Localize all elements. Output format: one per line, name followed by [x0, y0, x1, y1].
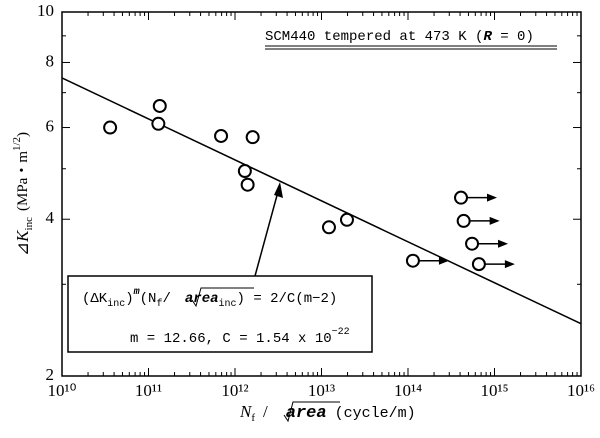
data-point: [339, 212, 354, 227]
y-label-text: ⊿: [13, 242, 32, 256]
runout-arrow-head: [489, 216, 500, 225]
eq-text: /: [162, 291, 170, 307]
annotation-text: R: [483, 29, 492, 45]
y-label-text: 1/2: [11, 137, 23, 151]
x-axis-label: Nf / area (cycle/m): [239, 402, 416, 424]
data-point: [321, 220, 336, 235]
x-label-text: N: [239, 402, 253, 421]
eq-text: (ΔK: [82, 291, 108, 307]
sqrt-sign: [283, 401, 340, 423]
eq-text: −22: [332, 327, 350, 338]
y-tick-label: 4: [46, 208, 55, 227]
y-tick-label: 2: [46, 365, 55, 384]
data-point: [245, 130, 260, 145]
y-tick-label: 6: [46, 116, 55, 135]
data-point: [454, 190, 469, 205]
data-point: [240, 177, 255, 192]
runout-arrow-head: [504, 260, 515, 269]
x-tick-label: 10¹⁶: [567, 381, 595, 400]
y-label-text: (MPa・m: [15, 151, 31, 211]
eq-text: area: [185, 291, 219, 307]
x-label-text: /: [263, 402, 268, 421]
pointer-arrow-head: [274, 182, 283, 198]
eq-text: inc: [219, 298, 237, 310]
data-point: [465, 236, 480, 251]
equation-line: (ΔKinc)m(Nf/areainc) = 2/C(m−2): [82, 287, 337, 310]
x-tick-label: 10¹²: [221, 381, 248, 400]
runout-arrow-head: [498, 239, 509, 248]
eq-text: (N: [140, 291, 157, 307]
data-point: [103, 120, 118, 135]
y-axis-label: ⊿Kinc (MPa・m1/2): [11, 132, 35, 256]
x-tick-label: 10¹³: [308, 381, 335, 400]
eq-text: m: [133, 287, 140, 298]
y-label-text: ): [15, 132, 31, 137]
equation-line: m = 12.66, C = 1.54 x 10−22: [130, 327, 350, 347]
data-point: [456, 213, 471, 228]
eq-text: m = 12.66, C = 1.54 x 10: [130, 331, 332, 347]
runout-arrow-head: [438, 256, 449, 265]
y-tick-label: 8: [46, 51, 55, 70]
fit-line: [61, 77, 582, 325]
annotation: SCM440 tempered at 473 K (R = 0): [265, 29, 534, 45]
annotation-text: SCM440 tempered at 473 K (: [265, 29, 483, 45]
data-point: [405, 253, 420, 268]
x-tick-label: 10¹⁰: [48, 381, 77, 400]
sqrt-sign: [191, 287, 254, 308]
x-label-text: area: [286, 404, 327, 423]
data-point: [152, 98, 167, 113]
equation-box: [67, 275, 373, 353]
eq-text: ) = 2/C(m−2): [237, 291, 338, 307]
eq-text: f: [156, 298, 162, 310]
runout-arrow-head: [487, 193, 498, 202]
y-label-text: K: [13, 229, 32, 243]
data-point: [237, 164, 252, 179]
x-tick-label: 10¹¹: [135, 381, 162, 400]
x-label-text: f: [251, 412, 255, 424]
x-tick-label: 10¹⁵: [480, 381, 508, 400]
pointer-arrow: [254, 187, 280, 277]
annotation-text: = 0): [492, 29, 534, 45]
x-tick-label: 10¹⁴: [394, 381, 422, 400]
data-point: [471, 257, 486, 272]
data-point: [151, 116, 166, 131]
y-label-text: inc: [23, 217, 35, 231]
y-tick-label: 10: [37, 1, 54, 20]
eq-text: inc: [107, 298, 125, 310]
data-point: [214, 128, 229, 143]
eq-text: ): [125, 291, 133, 307]
x-label-text: (cycle/m): [335, 405, 416, 422]
